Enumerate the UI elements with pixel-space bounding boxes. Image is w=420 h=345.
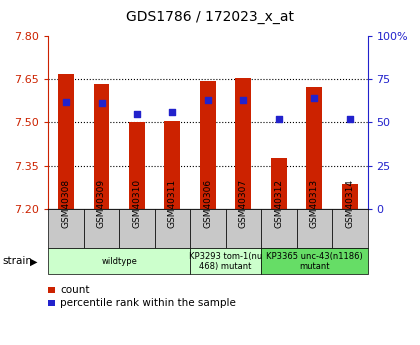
Text: KP3365 unc-43(n1186)
mutant: KP3365 unc-43(n1186) mutant <box>266 252 363 271</box>
Bar <box>271 158 287 209</box>
Bar <box>342 184 358 209</box>
Point <box>240 97 247 103</box>
Point <box>311 96 318 101</box>
Bar <box>94 83 110 209</box>
Text: GSM40306: GSM40306 <box>203 178 213 228</box>
Text: GSM40310: GSM40310 <box>132 178 142 228</box>
Text: KP3293 tom-1(nu
468) mutant: KP3293 tom-1(nu 468) mutant <box>189 252 262 271</box>
Text: GSM40307: GSM40307 <box>239 178 248 228</box>
Bar <box>58 73 74 209</box>
Text: strain: strain <box>2 256 32 266</box>
Text: GSM40313: GSM40313 <box>310 178 319 228</box>
Point <box>346 116 353 122</box>
Point <box>169 109 176 115</box>
Text: GSM40312: GSM40312 <box>274 178 284 228</box>
Text: GSM40309: GSM40309 <box>97 178 106 228</box>
Text: count: count <box>60 285 89 295</box>
Text: wildtype: wildtype <box>101 257 137 266</box>
Text: GSM40314: GSM40314 <box>345 178 354 228</box>
Bar <box>306 87 322 209</box>
Text: percentile rank within the sample: percentile rank within the sample <box>60 298 236 308</box>
Text: ▶: ▶ <box>30 256 38 266</box>
Text: GSM40311: GSM40311 <box>168 178 177 228</box>
Point <box>134 111 140 117</box>
Bar <box>235 78 251 209</box>
Point <box>276 116 282 122</box>
Bar <box>200 81 216 209</box>
Point <box>205 97 211 103</box>
Point <box>98 101 105 106</box>
Point <box>63 99 69 105</box>
Text: GDS1786 / 172023_x_at: GDS1786 / 172023_x_at <box>126 10 294 24</box>
Text: GSM40308: GSM40308 <box>62 178 71 228</box>
Bar <box>165 121 181 209</box>
Bar <box>129 122 145 209</box>
